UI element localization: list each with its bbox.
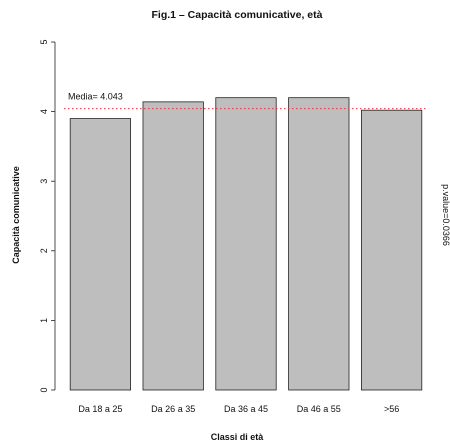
y-tick-label: 5 [39,39,49,44]
bar [69,118,132,391]
y-tick-label: 4 [39,109,49,114]
y-tick-label: 1 [39,318,49,323]
y-tick-label: 2 [39,248,49,253]
x-tick-label: >56 [384,404,399,414]
bar [215,97,277,391]
x-tick-labels: Da 18 a 25 Da 26 a 35 Da 36 a 45 Da 46 a 55… [78,404,399,414]
bars [69,97,423,391]
mean-label: Media= 4.043 [68,92,123,102]
p-value-annotation: p.value=0.0366 [441,184,450,246]
x-tick-label: Da 46 a 55 [297,404,341,414]
bar [288,97,350,391]
x-tick-label: Da 26 a 35 [151,404,195,414]
y-axis: 0 1 2 3 4 5 [39,39,56,393]
y-tick-label: 3 [39,179,49,184]
x-tick-label: Da 18 a 25 [78,404,122,414]
x-tick-label: Da 36 a 45 [224,404,268,414]
x-axis-title: Classi di età [211,432,265,442]
bar [360,109,423,391]
chart-title: Fig.1 – Capacità comunicative, età [152,9,323,21]
bar [142,101,204,391]
y-tick-label: 0 [39,387,49,392]
y-axis-title: Capacità comunicative [11,166,21,264]
